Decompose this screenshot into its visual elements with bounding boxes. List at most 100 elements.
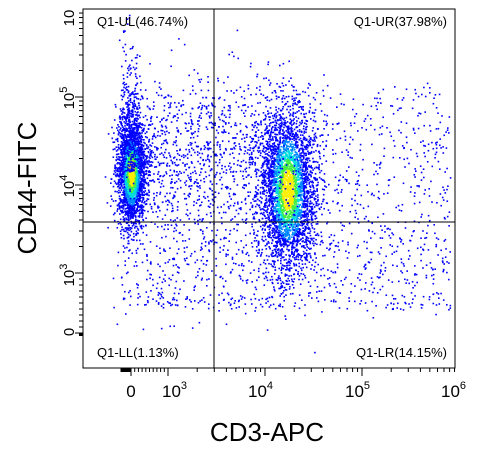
cd3neg-event xyxy=(127,90,130,92)
cd3neg-event xyxy=(142,185,144,188)
cd3pos-event xyxy=(279,127,281,130)
cd3pos-event xyxy=(283,241,285,244)
cd3neg-event xyxy=(141,151,143,154)
cd3neg-event xyxy=(123,193,125,195)
cd3neg-event xyxy=(140,193,142,196)
cd3neg-event xyxy=(129,204,131,207)
cd3neg-event xyxy=(136,132,138,135)
cd3neg-event xyxy=(132,198,135,201)
cd3neg-event xyxy=(126,116,129,118)
cd3neg-event xyxy=(135,216,137,218)
cd3neg-event xyxy=(129,99,132,101)
cd3pos-event xyxy=(268,179,270,182)
cd3pos-event xyxy=(285,258,287,261)
cd3neg-event xyxy=(132,136,135,138)
cd3neg-event xyxy=(115,200,117,202)
cd3pos-event xyxy=(274,245,277,247)
cd3neg-event xyxy=(116,210,118,212)
cd3neg-event xyxy=(142,151,144,154)
cd3neg-event xyxy=(147,147,149,150)
cd3neg-event xyxy=(135,165,138,167)
cd3pos-event xyxy=(295,145,298,147)
cd3neg-event xyxy=(110,182,112,184)
cd3neg-event xyxy=(112,200,115,202)
cd3pos-event xyxy=(319,135,321,137)
cd3neg-event xyxy=(139,157,142,160)
cd3neg-event xyxy=(126,108,129,111)
cd3neg-event xyxy=(130,133,133,136)
cd3neg-event xyxy=(131,175,134,177)
cd3pos-event xyxy=(263,214,266,216)
cd3neg-event xyxy=(134,212,136,215)
cd3neg-event xyxy=(136,153,138,155)
cd3neg-event xyxy=(134,188,137,190)
cd3neg-event xyxy=(141,200,144,202)
cd3pos-event xyxy=(285,205,287,208)
cd3pos-event xyxy=(307,179,309,182)
cd3pos-event xyxy=(278,235,281,238)
cd3neg-event xyxy=(132,129,135,131)
cd3pos-event xyxy=(288,275,290,277)
cd3pos-event xyxy=(248,182,250,185)
cd3pos-event xyxy=(272,195,274,198)
cd3pos-event xyxy=(305,154,307,157)
cd3pos-event xyxy=(288,199,291,202)
cd3pos-event xyxy=(277,189,280,191)
cd3pos-event xyxy=(264,118,266,121)
cd3neg-event xyxy=(117,192,120,194)
cd3neg-event xyxy=(135,84,137,87)
cd3pos-event xyxy=(268,205,271,207)
cd3pos-event xyxy=(266,242,268,245)
cd3pos-event xyxy=(277,160,280,162)
cd3pos-event xyxy=(280,257,282,260)
cd3neg-event xyxy=(121,153,123,156)
cd3neg-event xyxy=(119,199,122,201)
cd3neg-event xyxy=(145,144,148,146)
cd3pos-event xyxy=(282,106,285,108)
cd3pos-event xyxy=(276,155,278,157)
cd3pos-event xyxy=(315,217,318,219)
cd3pos-event xyxy=(282,217,285,220)
cd3neg-event xyxy=(131,148,133,151)
cd3pos-event xyxy=(303,177,306,179)
cd3neg-event xyxy=(125,141,128,143)
cd3neg-event xyxy=(113,170,116,172)
cd3neg-event xyxy=(140,168,143,171)
cd3neg-event xyxy=(136,180,139,183)
cd3pos-event xyxy=(286,226,288,228)
cd3neg-event xyxy=(128,219,130,221)
cd3pos-event xyxy=(282,123,285,126)
cd3neg-event xyxy=(120,175,123,177)
cd3pos-event xyxy=(303,232,305,235)
cd3neg-event xyxy=(133,121,136,123)
cd3pos-event xyxy=(270,132,272,134)
cd3neg-event xyxy=(129,133,131,135)
cd3neg-event xyxy=(138,154,141,156)
cd3neg-event xyxy=(137,197,139,200)
cd3pos-event xyxy=(272,236,275,239)
cd3pos-event xyxy=(288,258,291,260)
cd3neg-event xyxy=(144,193,146,196)
cd3neg-event xyxy=(115,159,118,162)
cd3neg-event xyxy=(144,89,147,91)
cd3pos-event xyxy=(320,110,323,112)
cd3neg-event xyxy=(130,217,132,219)
cd3neg-event xyxy=(134,117,137,120)
cd3neg-event xyxy=(114,148,116,150)
cd3pos-event xyxy=(314,190,316,193)
cd3neg-event xyxy=(143,191,145,194)
cd3pos-event xyxy=(294,205,297,208)
cd3neg-event xyxy=(122,165,124,168)
cd3pos-event xyxy=(265,173,268,175)
cd3pos-event xyxy=(287,220,290,223)
cd3neg-event xyxy=(143,164,145,167)
cd3pos-event xyxy=(265,150,267,152)
cd3neg-event xyxy=(128,116,131,119)
cd3pos-event xyxy=(271,181,274,183)
cd3pos-event xyxy=(293,250,296,253)
cd3pos-event xyxy=(284,136,287,138)
cd3neg-event xyxy=(128,121,131,124)
cd3pos-event xyxy=(248,144,251,146)
cd3neg-event xyxy=(114,182,117,184)
cd3neg-event xyxy=(134,124,137,126)
